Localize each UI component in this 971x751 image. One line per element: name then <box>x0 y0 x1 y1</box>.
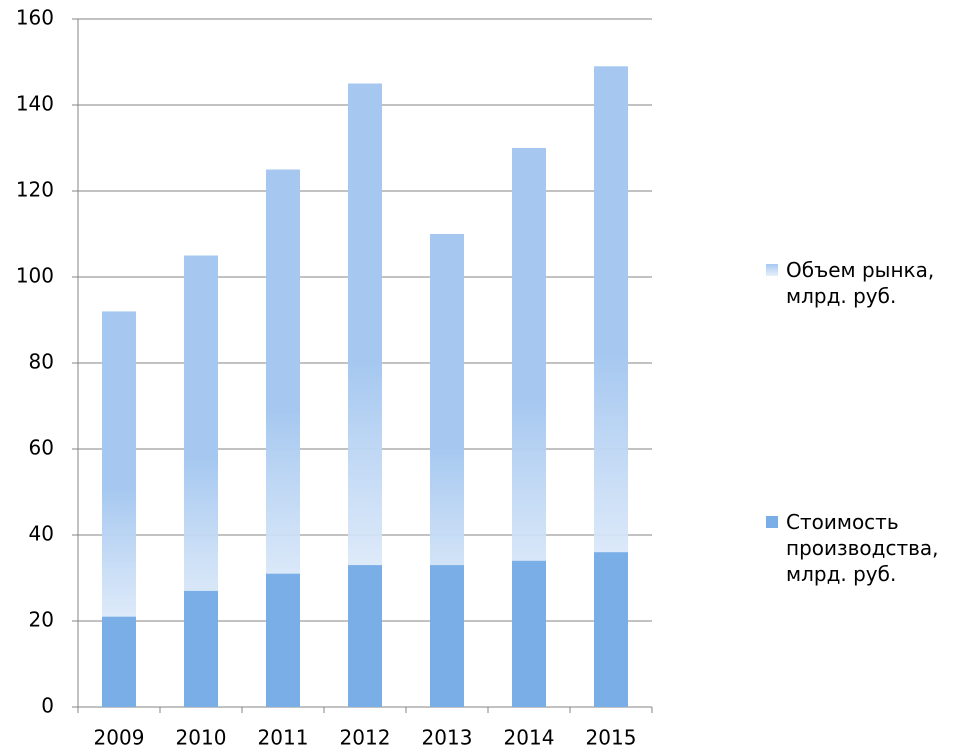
y-tick-label: 0 <box>41 694 54 718</box>
y-tick-label: 40 <box>29 522 54 546</box>
x-tick-label: 2012 <box>340 726 391 750</box>
legend-label: Объем рынка, млрд. руб. <box>786 258 935 308</box>
bar <box>430 565 464 707</box>
y-tick-label: 120 <box>16 178 54 202</box>
bar <box>348 565 382 707</box>
bar <box>102 616 136 707</box>
x-tick-label: 2013 <box>422 726 473 750</box>
legend-swatch <box>766 264 778 276</box>
bar <box>594 552 628 707</box>
bar <box>512 560 546 707</box>
x-tick-label: 2011 <box>258 726 309 750</box>
legend-item: Стоимость производства, млрд. руб. <box>766 509 971 587</box>
legend-item: Объем рынка, млрд. руб. <box>766 257 971 309</box>
y-tick-label: 100 <box>16 264 54 288</box>
legend-label: Стоимость производства, млрд. руб. <box>786 510 939 586</box>
y-tick-label: 160 <box>16 6 54 30</box>
y-tick-label: 140 <box>16 92 54 116</box>
x-tick-label: 2010 <box>176 726 227 750</box>
x-tick-label: 2015 <box>586 726 637 750</box>
x-tick-label: 2014 <box>504 726 555 750</box>
y-tick-label: 20 <box>29 608 54 632</box>
bar <box>266 573 300 707</box>
bar <box>184 590 218 707</box>
y-tick-label: 80 <box>29 350 54 374</box>
y-tick-label: 60 <box>29 436 54 460</box>
x-tick-label: 2009 <box>94 726 145 750</box>
legend-swatch <box>766 516 778 528</box>
